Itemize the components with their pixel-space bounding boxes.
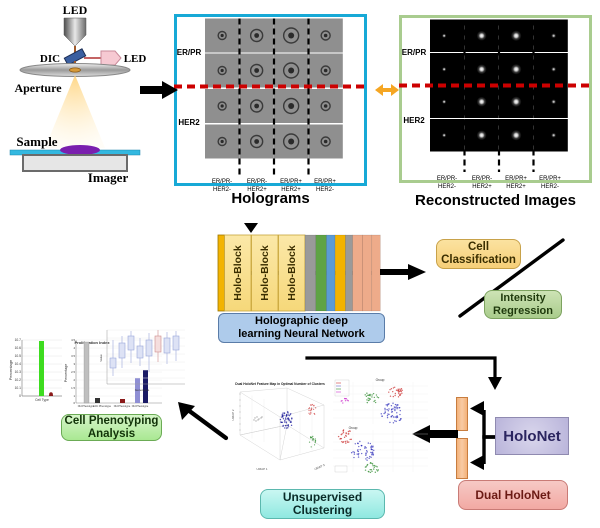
svg-text:ER/PR+: ER/PR+ (505, 176, 527, 182)
svg-text:UMAP 1: UMAP 1 (256, 467, 267, 471)
svg-text:Holo-Block: Holo-Block (232, 245, 244, 301)
svg-text:HER2-: HER2- (541, 184, 559, 190)
svg-text:1.5: 1.5 (71, 386, 75, 390)
svg-text:ER/PR-: ER/PR- (437, 176, 457, 182)
svg-text:HER2+: HER2+ (506, 184, 526, 190)
svg-text:UMAP 3: UMAP 3 (314, 463, 326, 471)
svg-text:UMAP 2: UMAP 2 (231, 409, 235, 420)
svg-text:HER2-: HER2- (438, 184, 456, 190)
svg-text:3.5: 3.5 (71, 354, 75, 358)
svg-text:10.6: 10.6 (15, 346, 22, 350)
svg-text:10.2: 10.2 (15, 378, 22, 382)
svg-text:Aperture: Aperture (14, 81, 62, 95)
svg-text:Sample: Sample (16, 134, 57, 149)
svg-text:10.3: 10.3 (15, 370, 22, 374)
svg-text:ACC Phenotype: ACC Phenotype (93, 405, 112, 408)
svg-text:Value: Value (99, 354, 103, 362)
svg-text:10.1: 10.1 (15, 386, 22, 390)
svg-text:2: 2 (73, 378, 75, 382)
svg-text:10.4: 10.4 (15, 362, 22, 366)
svg-text:ER/PR-: ER/PR- (247, 179, 267, 185)
svg-text:4: 4 (73, 346, 75, 350)
svg-text:Group: Group (376, 378, 385, 382)
svg-text:LED: LED (63, 3, 88, 17)
svg-text:Imager: Imager (88, 170, 129, 185)
svg-text:1: 1 (73, 394, 75, 398)
svg-text:ER/PR+: ER/PR+ (280, 179, 302, 185)
svg-text:Holo-Block: Holo-Block (259, 245, 271, 301)
svg-text:HER2: HER2 (403, 116, 425, 125)
svg-text:ER/PR+: ER/PR+ (314, 179, 336, 185)
svg-text:Group: Group (349, 426, 358, 430)
svg-text:Genotypes: Genotypes (135, 388, 150, 392)
svg-text:Dual HoloNet Feature Map in Op: Dual HoloNet Feature Map in Optimal Numb… (235, 382, 325, 386)
svg-text:Cell Type: Cell Type (35, 398, 49, 402)
svg-text:ER/PR-: ER/PR- (472, 176, 492, 182)
svg-text:ER/PR: ER/PR (177, 48, 202, 57)
svg-text:10.7: 10.7 (15, 338, 22, 342)
svg-text:0: 0 (19, 394, 21, 398)
svg-text:ER/PR+: ER/PR+ (539, 176, 561, 182)
svg-text:DIC: DIC (40, 53, 60, 65)
svg-text:0: 0 (73, 401, 75, 405)
svg-text:ER/PR: ER/PR (402, 48, 427, 57)
svg-text:LED: LED (124, 53, 147, 65)
svg-text:Percentage: Percentage (8, 359, 13, 380)
svg-text:Holo-Block: Holo-Block (286, 245, 298, 301)
svg-text:2.5: 2.5 (71, 370, 75, 374)
svg-text:Old Phenotype: Old Phenotype (114, 405, 131, 408)
svg-text:ER/PR-: ER/PR- (212, 179, 232, 185)
svg-text:3: 3 (73, 362, 75, 366)
svg-text:10.5: 10.5 (15, 354, 22, 358)
svg-text:Percentage: Percentage (64, 364, 68, 382)
svg-text:HER2+: HER2+ (472, 184, 492, 190)
svg-text:Old Phenotype: Old Phenotype (132, 405, 149, 408)
svg-text:HER2: HER2 (178, 118, 200, 127)
